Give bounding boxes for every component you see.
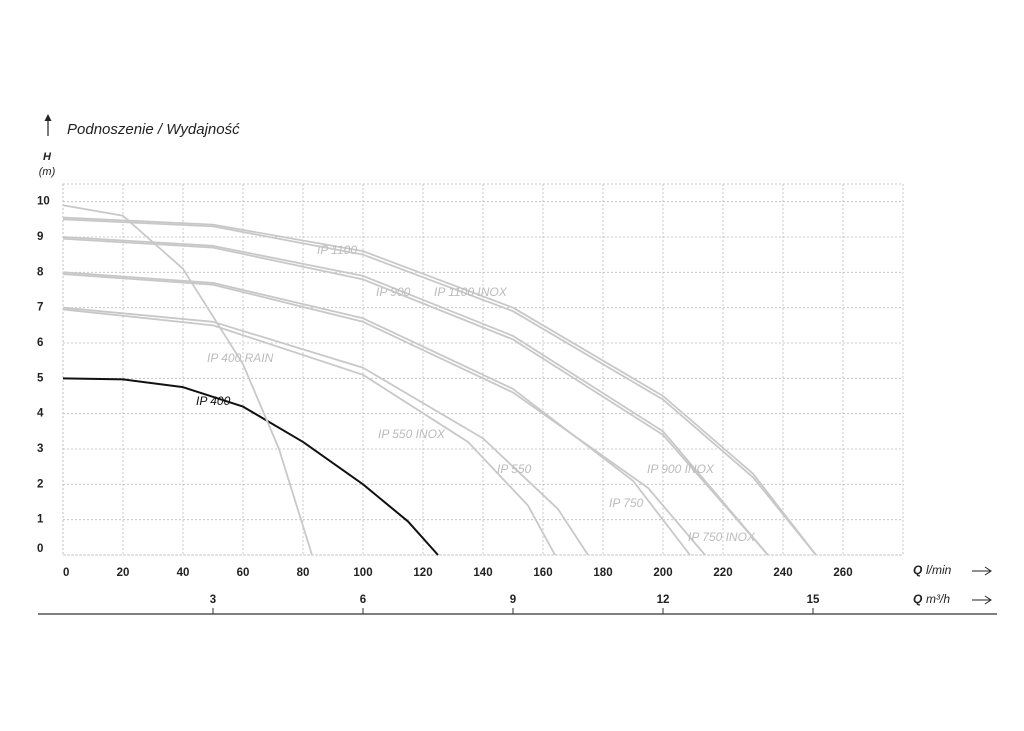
x2-tick-label: 3 [210, 594, 216, 606]
title-arrow-head [44, 114, 52, 121]
x-tick-label: 180 [593, 567, 612, 579]
y-axis-symbol: H [43, 151, 52, 163]
x-axis-symbol: Q [913, 563, 923, 577]
x-tick-label: 220 [713, 567, 732, 579]
x-tick-label: 260 [833, 567, 852, 579]
curve [62, 377, 439, 556]
x2-tick-label: 6 [360, 594, 366, 606]
curve-label: IP 550 INOX [378, 427, 446, 441]
x-tick-label: 140 [473, 567, 492, 579]
x-tick-label: 40 [177, 567, 190, 579]
curve [62, 273, 706, 556]
curve [62, 237, 769, 556]
y-tick-label: 0 [37, 543, 43, 555]
x2-axis-arrow [972, 595, 992, 605]
curve [62, 271, 691, 556]
x-tick-label: 200 [653, 567, 672, 579]
curve-label: IP 400 RAIN [207, 351, 274, 365]
x-tick-label: 60 [237, 567, 250, 579]
curve-label: IP 750 INOX [688, 530, 756, 544]
x-tick-label: 100 [353, 567, 372, 579]
curve-label: IP 550 [497, 462, 532, 476]
x-tick-label: 160 [533, 567, 552, 579]
curve [62, 236, 769, 556]
curve [62, 306, 589, 556]
x2-tick-label: 12 [657, 594, 670, 606]
y-tick-label: 5 [37, 372, 44, 384]
curve-label: IP 1100 INOX [434, 285, 508, 299]
x2-axis-unit: m³/h [926, 592, 950, 606]
y-tick-label: 9 [37, 231, 43, 243]
y-tick-label: 1 [37, 514, 44, 526]
y-tick-label: 3 [37, 443, 43, 455]
y-tick-label: 6 [37, 337, 43, 349]
x-tick-label: 0 [63, 567, 69, 579]
y-tick-label: 8 [37, 266, 44, 278]
x-tick-label: 80 [297, 567, 310, 579]
y-tick-label: 2 [37, 478, 43, 490]
curve [62, 308, 556, 556]
x2-tick-label: 15 [807, 594, 820, 606]
x-tick-label: 20 [117, 567, 130, 579]
y-axis-unit: (m) [39, 166, 56, 178]
y-tick-label: 7 [37, 302, 43, 314]
chart-title: Podnoszenie / Wydajność [67, 121, 240, 138]
y-tick-label: 10 [37, 196, 50, 208]
curve-label: IP 750 [609, 496, 644, 510]
x-axis-arrow [972, 566, 992, 576]
x-tick-label: 240 [773, 567, 792, 579]
curve [62, 216, 817, 556]
curve [62, 218, 817, 556]
curve-label: IP 900 INOX [647, 462, 715, 476]
y-tick-label: 4 [37, 408, 44, 420]
x-tick-label: 120 [413, 567, 432, 579]
curve [62, 204, 313, 556]
x-axis-unit: l/min [926, 563, 952, 577]
curve-label: IP 400 [196, 394, 231, 408]
x2-axis-symbol: Q [913, 592, 923, 606]
x2-tick-label: 9 [510, 594, 516, 606]
